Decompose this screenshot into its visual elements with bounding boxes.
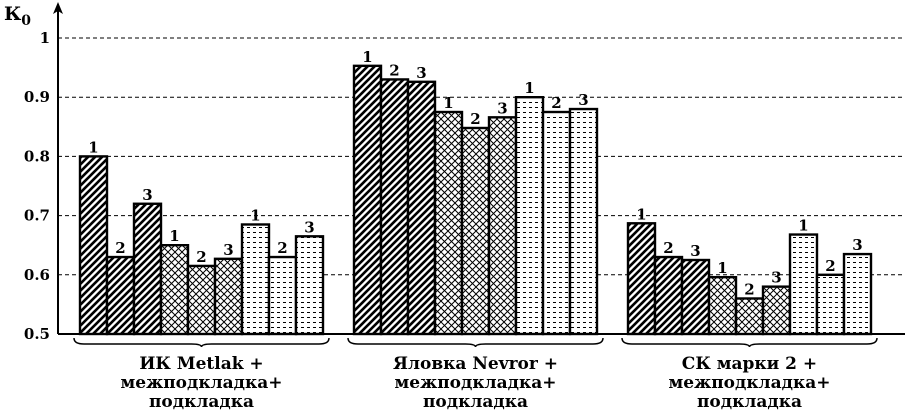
y-tick-label: 0.5 [24,325,50,343]
bar-value-label: 1 [88,138,98,156]
bar [707,275,738,336]
bar-value-label: 3 [416,64,426,82]
group-label-line: межподкладка+ [668,373,830,393]
group-labels: ИК Metlak +межподкладка+подкладкаЯловка … [120,354,830,412]
group-label-line: Яловка Nevror + [393,354,558,374]
bar-value-label: 1 [798,217,808,235]
bar-value-label: 1 [524,79,534,97]
group-label-line: подкладка [697,392,802,412]
bar-value-label: 3 [497,99,507,117]
bar-value-label: 3 [578,91,588,109]
y-axis-title: К0 [4,3,31,29]
bar [815,273,846,336]
bar [186,264,217,336]
bar-value-label: 2 [551,94,561,112]
bar [406,80,437,336]
bar-value-label: 2 [196,248,206,266]
bar [842,252,873,336]
y-axis [53,2,905,335]
bar [680,258,711,336]
y-tick-label: 0.9 [24,88,50,106]
bar [159,243,190,336]
bar [105,255,136,336]
bar-value-label: 1 [636,205,646,223]
bar-value-label: 2 [277,239,287,257]
bar [213,257,244,336]
bar [568,107,599,336]
bar [788,233,819,336]
group-braces [73,337,878,348]
bar-value-label: 3 [142,186,152,204]
bar [514,95,545,336]
bar-value-label: 1 [362,48,372,66]
bar [78,155,109,336]
y-tick-label: 0.7 [24,207,50,225]
bar-value-label: 3 [771,269,781,287]
bar-value-label: 2 [115,239,125,257]
y-tick-label: 1 [40,29,50,47]
bar [132,202,163,336]
bar-value-label: 2 [470,110,480,128]
bar [460,126,491,336]
bar-value-label: 2 [663,239,673,257]
bars [78,64,873,336]
bar [653,255,684,336]
bar [267,255,298,336]
y-tick-label: 0.8 [24,147,50,165]
bar [240,223,271,336]
group-label-line: СК марки 2 + [682,354,817,374]
bar-value-label: 1 [169,227,179,245]
y-tick-labels: 0.5 0.6 0.7 0.8 0.9 1 [24,29,50,343]
bar-value-label: 1 [717,259,727,277]
bar-value-label: 1 [443,94,453,112]
group-label-line: подкладка [149,392,254,412]
bar [352,64,383,336]
bar-value-label: 3 [690,242,700,260]
bar-value-label: 3 [223,241,233,259]
bar-value-label: 2 [825,257,835,275]
bar [294,235,325,336]
bar [761,285,792,336]
group-label-line: межподкладка+ [120,373,282,393]
bar [379,78,410,336]
y-axis-arrow-icon [53,2,63,14]
bar [734,297,765,336]
group-label-line: межподкладка+ [394,373,556,393]
y-tick-label: 0.6 [24,266,50,284]
group-label-line: подкладка [423,392,528,412]
group-label-line: ИК Metlak + [139,354,263,374]
bar-value-label: 2 [744,280,754,298]
bar-value-label: 1 [250,206,260,224]
group-brace [621,337,878,348]
bar [487,116,518,336]
bar [433,110,464,336]
bar-value-label: 2 [389,61,399,79]
bar [626,222,657,336]
bar-value-label: 3 [304,218,314,236]
bar-value-label: 3 [852,236,862,254]
y-axis-title-subscript: 0 [21,13,31,29]
group-brace [73,337,330,348]
group-brace [347,337,604,348]
bar [541,110,572,336]
